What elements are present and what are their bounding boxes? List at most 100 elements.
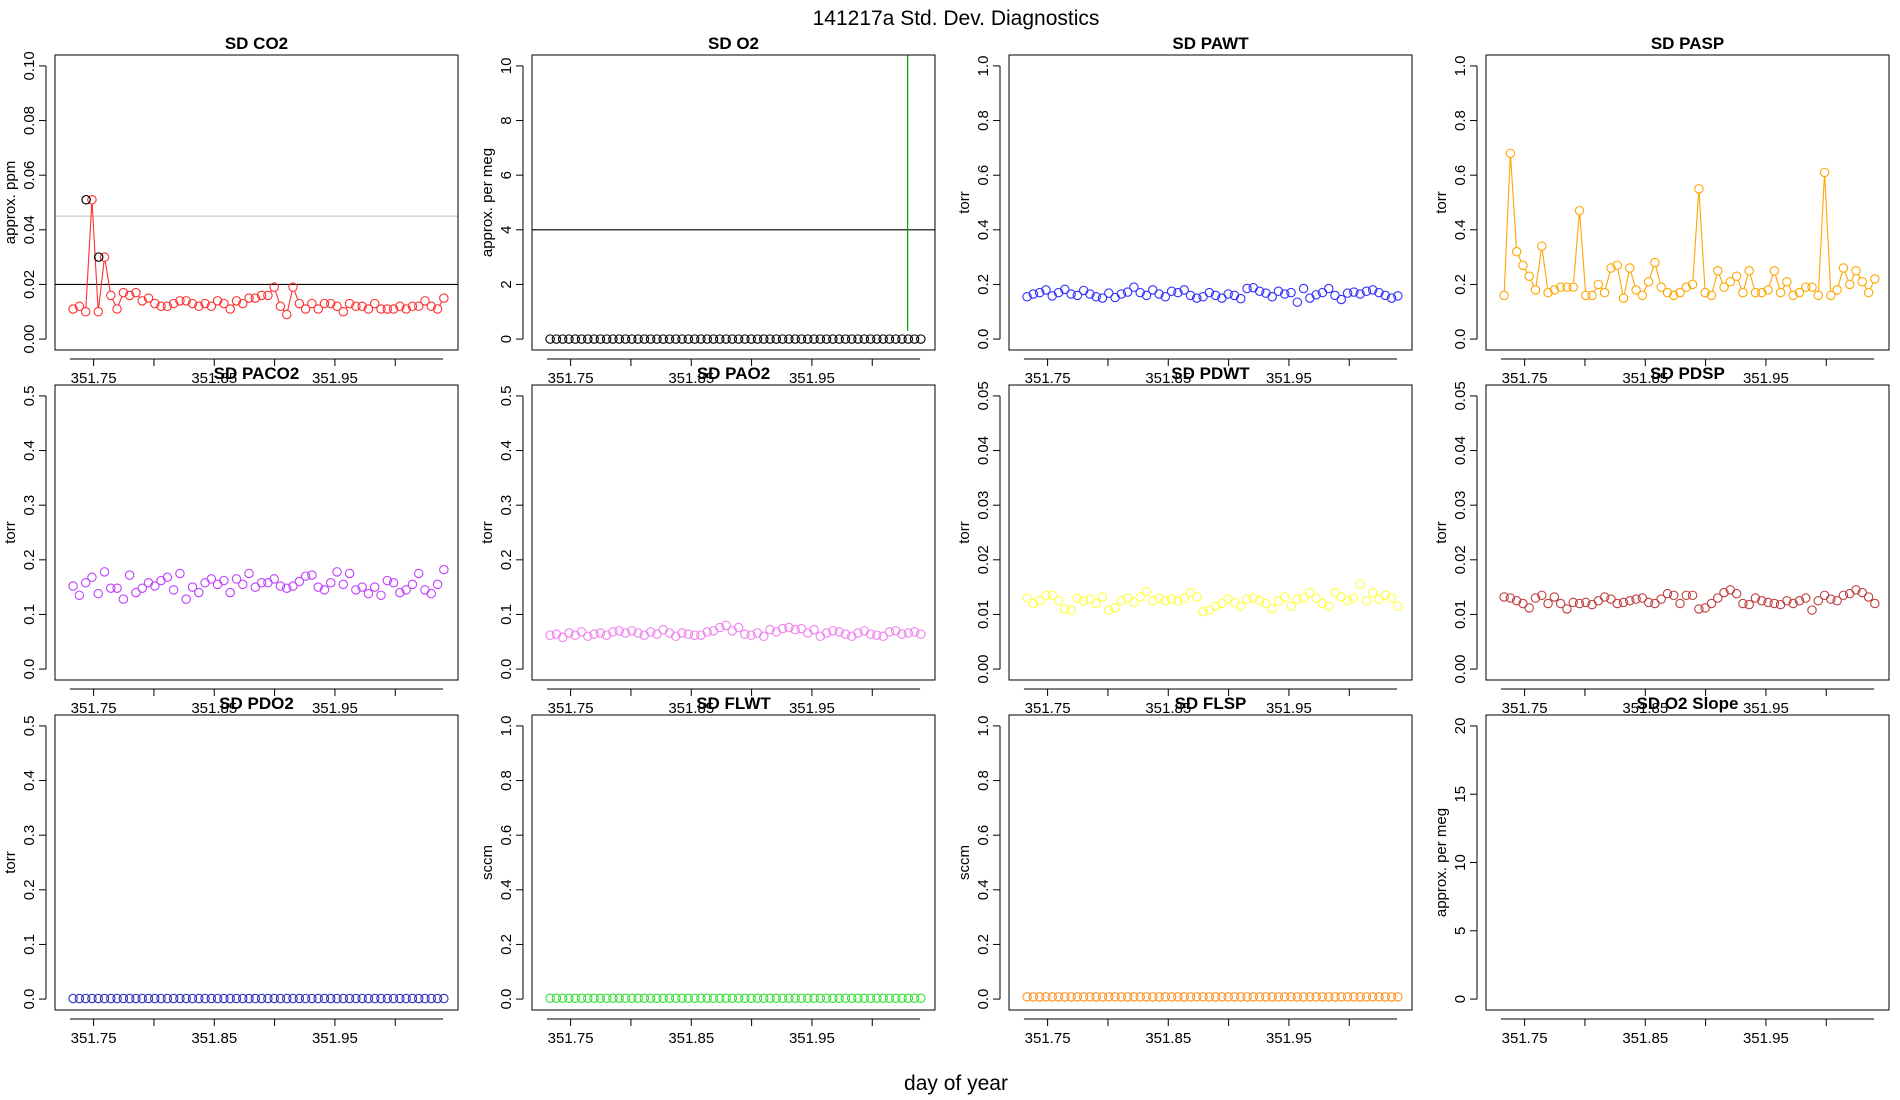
data-point-sd-flsp (1192, 992, 1202, 1002)
data-point-sd-paco2 (187, 582, 198, 592)
data-point-sd-pasp (1832, 285, 1842, 295)
x-tick-label-sd-flsp: 351.85 (1145, 1030, 1191, 1047)
data-point-sd-o2 (645, 334, 656, 344)
data-point-sd-co2 (332, 301, 342, 312)
plot-frame-sd-pao2 (531, 384, 936, 681)
data-point-sd-flwt (909, 993, 920, 1004)
y-tick-label-sd-co2: 0.10 (21, 51, 38, 80)
data-point-sd-co2 (131, 287, 141, 298)
data-point-sd-flsp (1135, 992, 1145, 1002)
data-point-sd-pdwt (1122, 593, 1133, 603)
data-point-sd-pawt (1349, 287, 1359, 297)
data-point-sd-pdsp (1819, 590, 1830, 601)
data-point-sd-pasp (1587, 290, 1597, 301)
data-point-sd-pdsp (1738, 598, 1748, 609)
data-point-sd-co2 (225, 304, 235, 314)
data-point-sd-o2 (614, 334, 624, 344)
data-point-sd-pdsp (1832, 596, 1842, 606)
data-point-sd-flwt (872, 993, 882, 1004)
data-point-sd-pdwt (1072, 593, 1083, 603)
data-point-sd-pdsp (1631, 594, 1641, 604)
data-point-sd-pasp (1555, 282, 1566, 292)
x-tick-label-sd-pasp: 351.95 (1743, 370, 1789, 387)
y-tick-label-sd-pawt: 0.2 (975, 274, 992, 295)
data-point-sd-co2 (413, 301, 424, 312)
data-point-sd-flwt (658, 993, 668, 1004)
data-point-sd-pdo2 (256, 993, 267, 1004)
plot-frame-sd-pawt (1008, 54, 1413, 351)
data-point-sd-o2 (671, 334, 681, 344)
data-point-sd-pawt (1110, 292, 1120, 303)
data-point-sd-o2 (608, 334, 618, 344)
panel-sd-pao2: SD PAO2 0.0 0.1 0.2 0.3 0.4 0.5 torr 351.75 351.8… (479, 364, 936, 717)
data-point-sd-pdo2 (87, 993, 97, 1004)
x-tick-label-sd-paco2: 351.85 (191, 700, 237, 717)
series-segment-sd-co2 (98, 261, 105, 308)
x-tick-label-sd-pdwt: 351.85 (1145, 700, 1191, 717)
data-point-sd-pawt (1179, 285, 1189, 295)
data-point-sd-flwt (677, 993, 687, 1004)
data-point-sd-pao2 (608, 627, 618, 637)
y-tick-label-sd-flsp: 0.4 (975, 879, 992, 900)
data-point-sd-pdwt (1028, 598, 1039, 609)
data-point-sd-flwt (916, 993, 926, 1004)
y-tick-label-sd-pdo2: 0.3 (21, 825, 38, 846)
data-point-sd-pdsp (1612, 598, 1622, 609)
data-point-sd-pao2 (834, 627, 844, 637)
series-segment-sd-co2 (118, 296, 123, 306)
series-segment-sd-pasp (1630, 271, 1636, 287)
data-point-sd-pdo2 (294, 993, 305, 1004)
data-point-sd-pasp (1511, 246, 1522, 257)
data-point-sd-pasp (1681, 282, 1692, 292)
y-tick-label-sd-o2-slope: 20 (1452, 718, 1469, 735)
data-point-sd-co2 (112, 304, 122, 314)
data-point-sd-pdo2 (363, 993, 374, 1004)
data-point-sd-pdsp (1700, 603, 1710, 613)
data-point-sd-paco2 (219, 575, 229, 586)
data-point-sd-pdo2 (275, 993, 286, 1004)
data-point-sd-o2 (557, 334, 568, 344)
plot-area-sd-pdwt (1022, 579, 1403, 617)
data-point-sd-pdo2 (143, 993, 154, 1004)
data-point-sd-flwt (840, 993, 851, 1004)
data-point-sd-pdwt (1342, 596, 1353, 606)
y-tick-label-sd-o2: 4 (498, 226, 515, 234)
data-point-sd-pao2 (853, 628, 863, 638)
data-point-sd-paco2 (93, 588, 103, 599)
data-point-sd-pdo2 (181, 993, 191, 1004)
data-point-sd-paco2 (357, 582, 367, 592)
data-point-sd-paco2 (439, 564, 449, 575)
data-point-sd-pdwt (1374, 594, 1384, 604)
data-point-sd-pao2 (916, 629, 926, 639)
data-point-sd-pdo2 (288, 993, 298, 1004)
data-point-sd-co2 (395, 301, 405, 312)
plot-frame-sd-o2-slope (1485, 714, 1890, 1011)
series-segment-sd-pasp (1857, 274, 1861, 279)
data-point-sd-flwt (790, 993, 800, 1004)
data-point-sd-co2 (156, 301, 166, 312)
highlight-point-sd-co2 (81, 194, 91, 205)
data-point-sd-co2 (388, 304, 399, 314)
data-point-sd-pdsp (1625, 596, 1635, 606)
series-segment-sd-pasp (1844, 271, 1849, 281)
data-point-sd-flsp (1355, 992, 1365, 1002)
data-point-sd-pasp (1807, 282, 1817, 292)
data-point-sd-paco2 (344, 568, 355, 579)
data-point-sd-pdwt (1349, 593, 1359, 603)
data-point-sd-co2 (212, 296, 223, 306)
data-point-sd-pasp (1738, 287, 1748, 298)
data-point-sd-flsp (1286, 992, 1296, 1002)
data-point-sd-co2 (439, 293, 449, 303)
data-point-sd-co2 (256, 290, 267, 301)
data-point-sd-o2 (878, 334, 888, 344)
data-point-sd-flsp (1078, 992, 1089, 1002)
data-point-sd-pao2 (897, 629, 907, 639)
y-tick-label-sd-pasp: 0.6 (1452, 165, 1469, 186)
data-point-sd-o2 (733, 334, 744, 344)
data-point-sd-co2 (269, 282, 279, 292)
data-point-sd-pawt (1160, 291, 1171, 302)
y-tick-label-sd-pdsp: 0.00 (1452, 654, 1469, 683)
x-tick-label-sd-o2-slope: 351.95 (1743, 1030, 1789, 1047)
data-point-sd-paco2 (150, 581, 160, 591)
data-point-sd-pawt (1286, 287, 1296, 298)
